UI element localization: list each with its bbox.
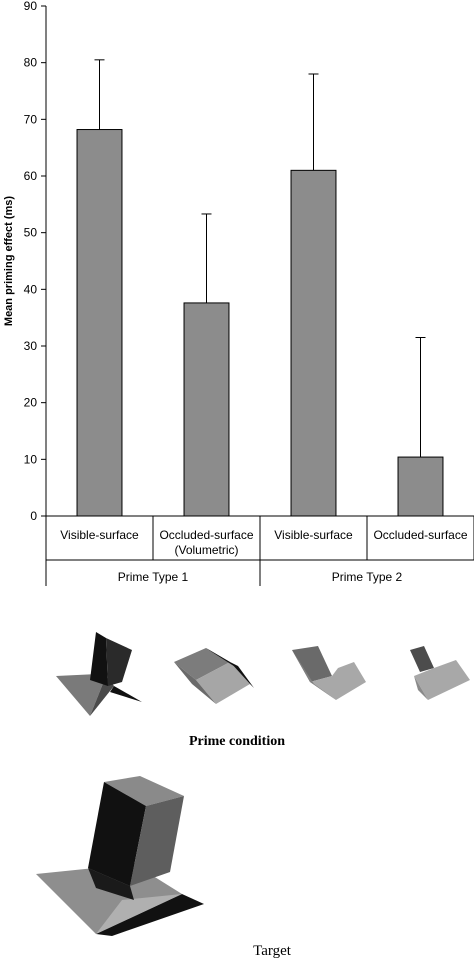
x-category-label: Visible-surface (60, 528, 139, 542)
y-tick-label: 80 (24, 56, 38, 70)
y-tick-label: 60 (24, 169, 38, 183)
y-tick-label: 50 (24, 226, 38, 240)
y-tick-label: 20 (24, 396, 38, 410)
bar (290, 169, 337, 517)
bar (183, 302, 230, 517)
y-tick-label: 90 (24, 0, 38, 13)
prime-condition-caption: Prime condition (188, 734, 286, 749)
prime-shape-2-image (174, 648, 254, 704)
x-group-label: Prime Type 1 (118, 570, 189, 584)
y-tick-label: 0 (30, 509, 37, 523)
x-category-label: (Volumetric) (174, 543, 238, 557)
bar (76, 129, 123, 517)
x-category-label: Occluded-surface (373, 528, 467, 542)
prime-shape-1-image (56, 632, 142, 716)
bar (397, 456, 444, 517)
prime-shape-4-image (410, 646, 470, 700)
x-category-label: Visible-surface (274, 528, 353, 542)
y-tick-label: 70 (24, 112, 38, 126)
target-shape-image (36, 776, 204, 936)
prime-shape-3-image (292, 646, 366, 700)
y-tick-label: 10 (24, 452, 38, 466)
y-tick-label: 40 (24, 282, 38, 296)
y-axis-label: Mean priming effect (ms) (3, 196, 15, 327)
bar-chart: Mean priming effect (ms) 0 10 20 30 40 50 60 70 8… (3, 0, 474, 586)
target-caption: Target (253, 943, 291, 959)
x-group-label: Prime Type 2 (332, 570, 403, 584)
x-category-label: Occluded-surface (159, 528, 253, 542)
y-tick-label: 30 (24, 339, 38, 353)
